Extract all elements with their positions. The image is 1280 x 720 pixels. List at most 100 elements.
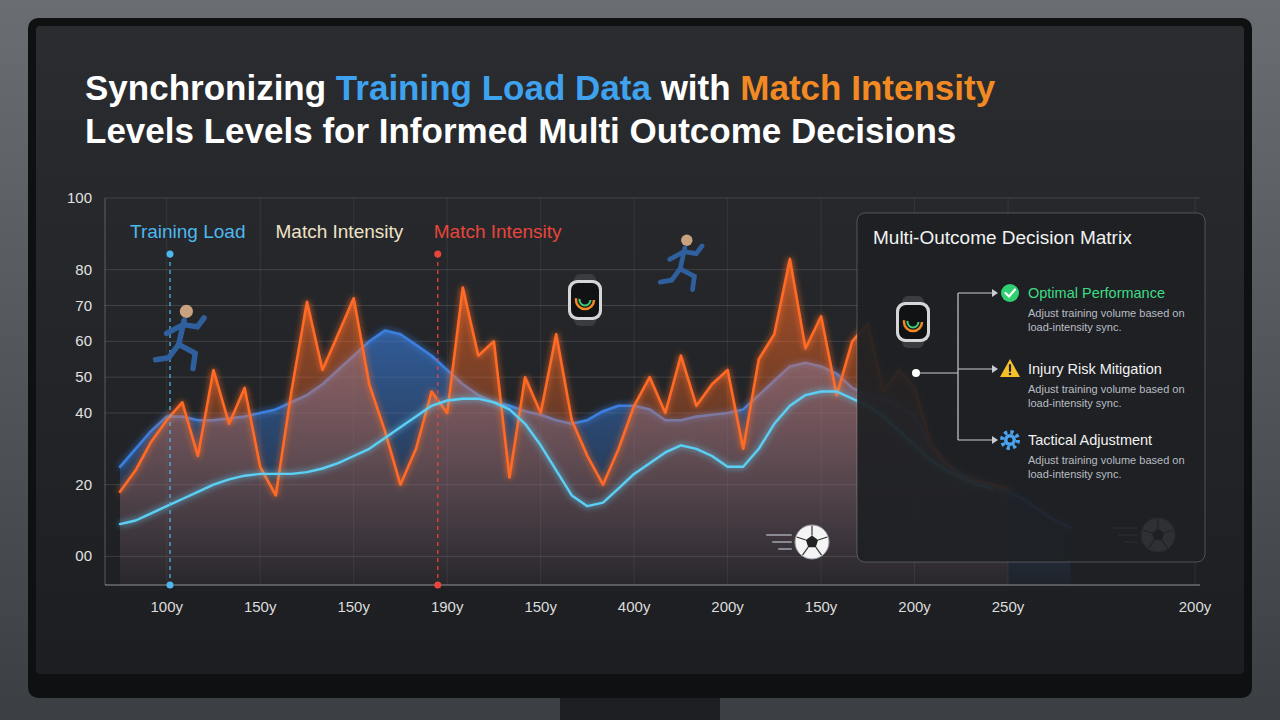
y-tick-label: 70 xyxy=(75,297,92,314)
ball-seam xyxy=(811,526,812,536)
runner-arms xyxy=(670,246,702,259)
y-tick-label: 20 xyxy=(75,476,92,493)
decision-panel: Multi-Outcome Decision Matrix Optimal Per… xyxy=(857,213,1205,562)
legend: Training LoadMatch IntensityMatch Intens… xyxy=(130,221,562,589)
legend-marker-dot xyxy=(167,582,174,589)
y-tick-label: 100 xyxy=(67,189,92,206)
x-tick-label: 200y xyxy=(898,598,931,615)
title-segment: Match Intensity xyxy=(740,68,995,107)
ball xyxy=(795,525,829,559)
description-line: Adjust training volume based on xyxy=(1028,307,1185,319)
connector-arrow xyxy=(992,289,998,297)
ball-seam xyxy=(816,547,822,555)
icon-bang-dot xyxy=(1009,373,1012,376)
description-line: Adjust training volume based on xyxy=(1028,454,1185,466)
watch-ring xyxy=(576,291,594,309)
connector-line xyxy=(958,368,992,369)
screen xyxy=(36,26,1244,674)
watch-screen xyxy=(899,305,927,339)
item-label: Injury Risk Mitigation xyxy=(1028,361,1162,377)
panel-box xyxy=(857,213,1205,562)
title-segment: with xyxy=(651,68,740,107)
watch-icon xyxy=(896,296,930,348)
watch-body xyxy=(568,280,602,320)
description-line: Adjust training volume based on xyxy=(1028,383,1185,395)
y-tick-label: 60 xyxy=(75,332,92,349)
y-tick-label: 40 xyxy=(75,404,92,421)
x-tick-label: 190y xyxy=(431,598,464,615)
x-tick-label: 150y xyxy=(805,598,838,615)
description-line: load-intensity sync. xyxy=(1028,397,1122,409)
item-description: Adjust training volume based on load-inte… xyxy=(1028,307,1185,333)
watch-screen xyxy=(571,283,599,317)
runner-head xyxy=(180,305,193,318)
item-label: Tactical Adjustment xyxy=(1028,432,1152,448)
ball-patch xyxy=(806,536,818,548)
legend-marker-dot xyxy=(434,582,441,589)
y-tick-label: 80 xyxy=(75,261,92,278)
description-line: load-intensity sync. xyxy=(1028,468,1122,480)
x-tick-label: 150y xyxy=(244,598,277,615)
icon-gear xyxy=(1004,434,1016,446)
title-segment: Synchronizing xyxy=(85,68,336,107)
icon-gear-teeth xyxy=(1002,432,1018,448)
item-description: Adjust training volume based on load-inte… xyxy=(1028,454,1185,480)
runner-arms xyxy=(167,318,204,333)
x-tick-label: 200y xyxy=(711,598,744,615)
x-tick-label: 250y xyxy=(992,598,1025,615)
description-line: load-intensity sync. xyxy=(1028,321,1122,333)
item-icon xyxy=(1001,284,1019,302)
connector-line xyxy=(958,292,992,293)
title-line: Synchronizing Training Load Data with Ma… xyxy=(85,68,996,107)
x-tick-label: 100y xyxy=(150,598,183,615)
runner-icon xyxy=(156,305,204,369)
runner-head xyxy=(681,235,692,246)
ball-streak xyxy=(773,541,791,543)
panel-title: Multi-Outcome Decision Matrix xyxy=(873,227,1132,248)
chart-root: Synchronizing Training Load Data with Ma… xyxy=(0,0,1280,720)
watch-body xyxy=(896,302,930,342)
title-segment: Levels Levels for Informed Multi Outcome… xyxy=(85,111,956,150)
connector-arrow xyxy=(992,365,998,373)
connector-line xyxy=(958,439,992,440)
title-line: Levels Levels for Informed Multi Outcome… xyxy=(85,111,956,150)
ball-streak xyxy=(779,548,791,550)
runner-legs xyxy=(660,269,694,290)
watch-ring xyxy=(908,317,919,328)
ball-streak xyxy=(767,534,791,536)
item-description: Adjust training volume based on load-inte… xyxy=(1028,383,1185,409)
legend-marker-dot xyxy=(167,251,174,258)
runner-legs xyxy=(156,344,196,368)
x-tick-label: 150y xyxy=(337,598,370,615)
item-icon xyxy=(1002,432,1018,448)
watch-icon xyxy=(568,274,602,326)
watch-ring xyxy=(580,295,591,306)
icon-gear-hole xyxy=(1008,438,1013,443)
icon-triangle xyxy=(1000,359,1020,377)
connector-line xyxy=(957,293,958,440)
title-segment: Training Load Data xyxy=(336,68,652,107)
background xyxy=(0,0,1280,720)
monitor-frame xyxy=(28,18,1252,698)
y-tick-label: 00 xyxy=(75,547,92,564)
icon-bang xyxy=(1009,365,1011,371)
y-tick-label: 50 xyxy=(75,368,92,385)
legend-label: Match Intensity xyxy=(275,221,403,242)
legend-label: Training Load xyxy=(130,221,245,242)
x-tick-label: 150y xyxy=(524,598,557,615)
ball-seam xyxy=(803,547,809,555)
y-grid-line xyxy=(105,198,1200,199)
ball-icon xyxy=(767,525,829,559)
ball-seam xyxy=(818,537,827,540)
item-icon xyxy=(1000,359,1020,377)
watch-ring xyxy=(904,313,922,331)
ball-seam xyxy=(797,537,806,540)
runner-icon xyxy=(660,235,702,290)
legend-marker-dot xyxy=(434,251,441,258)
item-label: Optimal Performance xyxy=(1028,285,1165,301)
connector-arrow xyxy=(992,436,998,444)
icon-check xyxy=(1006,290,1016,297)
connector-dot xyxy=(912,369,920,377)
icon-circle xyxy=(1001,284,1019,302)
legend-marker-line xyxy=(437,254,439,585)
